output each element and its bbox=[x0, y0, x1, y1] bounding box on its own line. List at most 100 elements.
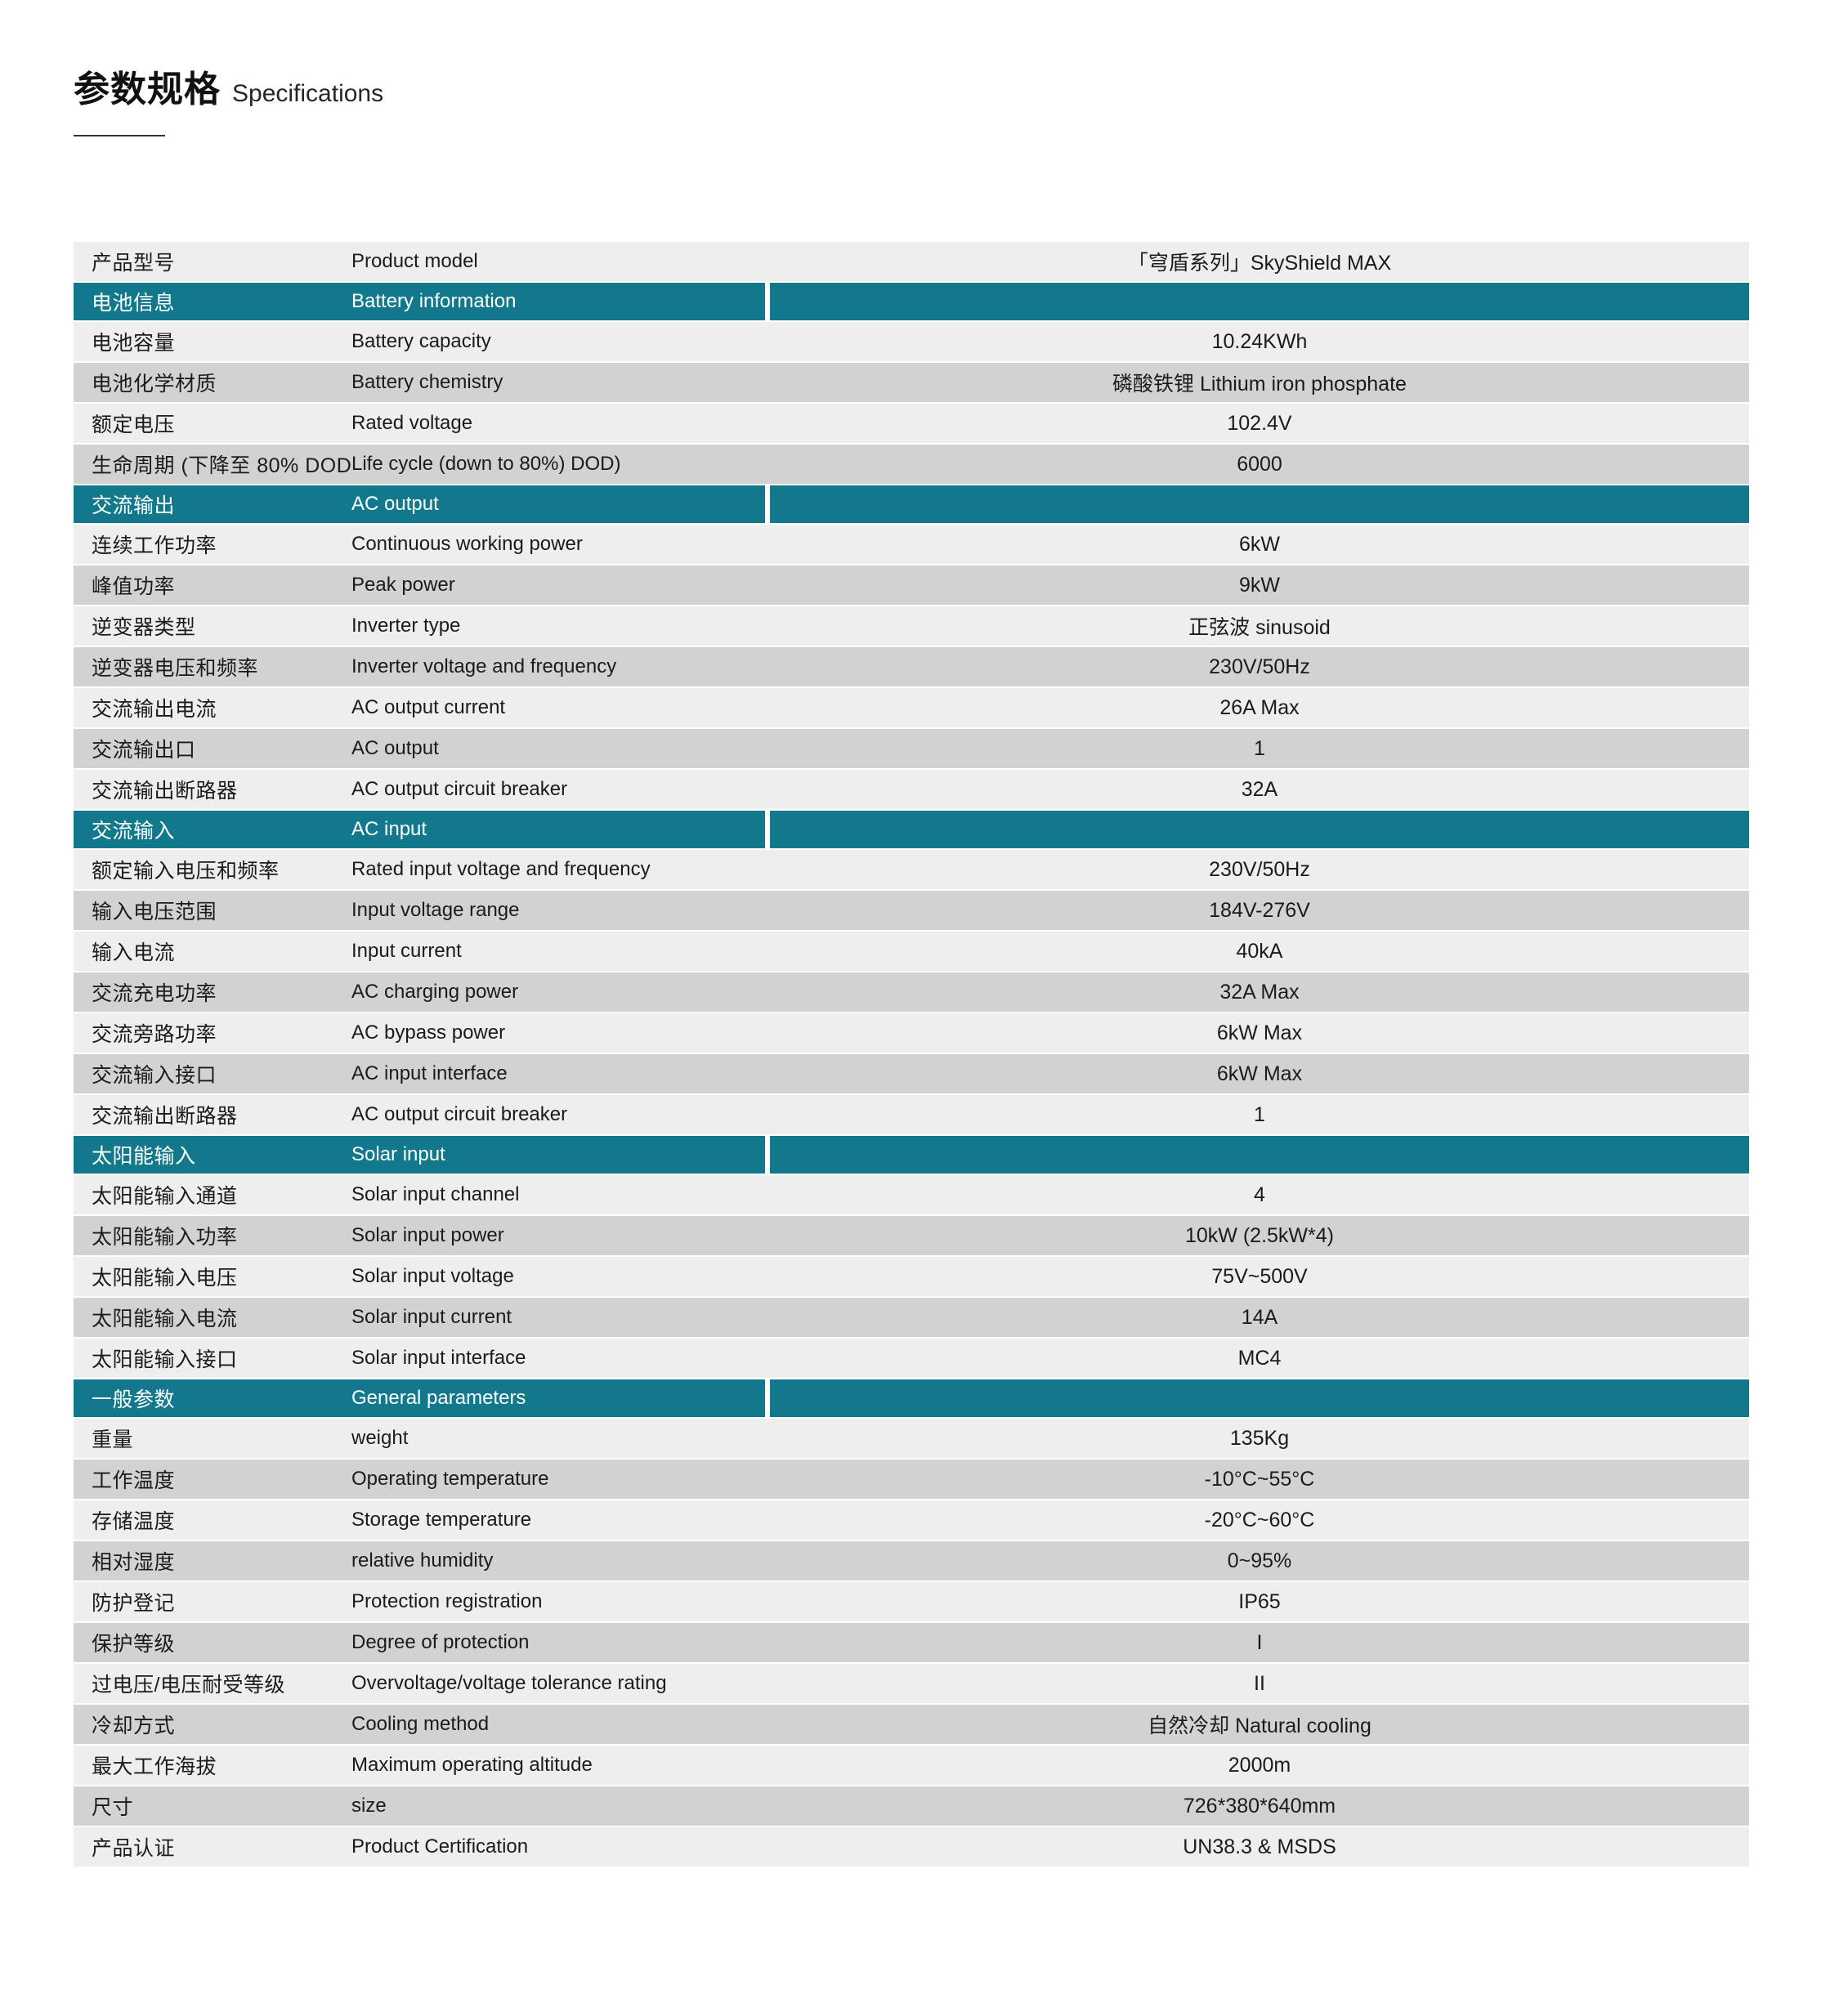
table-row: 生命周期 (下降至 80% DOD) Life cycle (down to 80… bbox=[74, 445, 1749, 484]
spec-value: 75V~500V bbox=[770, 1257, 1749, 1296]
spec-value: 230V/50Hz bbox=[770, 850, 1749, 889]
table-section-header: 太阳能输入 Solar input bbox=[74, 1136, 1749, 1174]
table-row: 过电压/电压耐受等级 Overvoltage/voltage tolerance … bbox=[74, 1664, 1749, 1703]
spec-label-cn: 防护登记 bbox=[92, 1592, 176, 1615]
spec-label-en: AC bypass power bbox=[351, 1022, 506, 1044]
table-row: 产品型号 Product model 「穹盾系列」SkyShield MAX bbox=[74, 242, 1749, 281]
table-row: 太阳能输入通道 Solar input channel 4 bbox=[74, 1175, 1749, 1214]
spec-label-cn: 交流输入接口 bbox=[92, 1064, 217, 1087]
table-section-header: 一般参数 General parameters bbox=[74, 1379, 1749, 1417]
spec-label-cn: 峰值功率 bbox=[92, 575, 176, 598]
title-underline-rule bbox=[74, 135, 165, 136]
spec-label-cn: 生命周期 (下降至 80% DOD) bbox=[92, 454, 351, 477]
spec-label-en: Cooling method bbox=[351, 1713, 490, 1735]
table-row: 太阳能输入电流 Solar input current 14A bbox=[74, 1298, 1749, 1337]
spec-label-cn: 重量 bbox=[92, 1428, 134, 1451]
spec-label-cn: 额定电压 bbox=[92, 414, 176, 436]
table-row: 逆变器类型 Inverter type 正弦波 sinusoid bbox=[74, 606, 1749, 646]
spec-value: 184V-276V bbox=[770, 891, 1749, 930]
table-row: 连续工作功率 Continuous working power 6kW bbox=[74, 525, 1749, 564]
spec-label-cn: 交流输出电流 bbox=[92, 698, 217, 721]
section-header-band: 太阳能输入 Solar input bbox=[74, 1136, 765, 1174]
spec-label-en: Battery chemistry bbox=[351, 371, 503, 393]
spec-value: 磷酸铁锂 Lithium iron phosphate bbox=[770, 363, 1749, 402]
table-row: 重量 weight 135Kg bbox=[74, 1419, 1749, 1458]
spec-label-en: Continuous working power bbox=[351, 533, 583, 555]
spec-label-en: Overvoltage/voltage tolerance rating bbox=[351, 1672, 667, 1694]
spec-value: 135Kg bbox=[770, 1419, 1749, 1458]
spec-value: 0~95% bbox=[770, 1541, 1749, 1580]
page-header: 参数规格 Specifications bbox=[0, 0, 1848, 136]
spec-label-en: Solar input current bbox=[351, 1306, 512, 1328]
spec-label-en: AC output circuit breaker bbox=[351, 1103, 568, 1125]
spec-value: MC4 bbox=[770, 1339, 1749, 1378]
spec-label-cn: 过电压/电压耐受等级 bbox=[92, 1674, 285, 1697]
table-row: 工作温度 Operating temperature -10°C~55°C bbox=[74, 1460, 1749, 1499]
page-title: 参数规格 Specifications bbox=[74, 72, 1848, 108]
table-section-header: 交流输出 AC output bbox=[74, 485, 1749, 523]
spec-label-cn: 保护等级 bbox=[92, 1633, 176, 1656]
spec-label-en: Storage temperature bbox=[351, 1509, 532, 1531]
table-row: 交流旁路功率 AC bypass power 6kW Max bbox=[74, 1013, 1749, 1053]
spec-label-cn: 太阳能输入电流 bbox=[92, 1308, 238, 1330]
spec-value: 6kW Max bbox=[770, 1013, 1749, 1053]
table-row: 冷却方式 Cooling method 自然冷却 Natural cooling bbox=[74, 1705, 1749, 1744]
table-row: 产品认证 Product Certification UN38.3 & MSDS bbox=[74, 1827, 1749, 1867]
section-label-cn: 交流输出 bbox=[92, 494, 176, 517]
page-title-cn: 参数规格 bbox=[74, 69, 221, 110]
spec-value: 14A bbox=[770, 1298, 1749, 1337]
table-row: 交流输出断路器 AC output circuit breaker 1 bbox=[74, 1095, 1749, 1134]
table-row: 交流输出断路器 AC output circuit breaker 32A bbox=[74, 770, 1749, 809]
spec-value: IP65 bbox=[770, 1582, 1749, 1621]
spec-value: 1 bbox=[770, 1095, 1749, 1134]
spec-label-cn: 太阳能输入接口 bbox=[92, 1348, 238, 1371]
spec-label-cn: 产品型号 bbox=[92, 252, 176, 275]
spec-value: 32A Max bbox=[770, 972, 1749, 1012]
table-row: 峰值功率 Peak power 9kW bbox=[74, 566, 1749, 605]
table-row: 交流输出口 AC output 1 bbox=[74, 729, 1749, 768]
spec-value: -10°C~55°C bbox=[770, 1460, 1749, 1499]
section-label-cn: 交流输入 bbox=[92, 820, 176, 843]
spec-value: 6kW bbox=[770, 525, 1749, 564]
spec-label-cn: 交流输出口 bbox=[92, 739, 196, 762]
spec-value: UN38.3 & MSDS bbox=[770, 1827, 1749, 1867]
spec-label-cn: 太阳能输入通道 bbox=[92, 1185, 238, 1208]
table-row: 太阳能输入电压 Solar input voltage 75V~500V bbox=[74, 1257, 1749, 1296]
spec-label-en: Battery capacity bbox=[351, 330, 491, 352]
spec-label-en: Input current bbox=[351, 940, 462, 962]
spec-label-cn: 存储温度 bbox=[92, 1510, 176, 1533]
spec-label-en: Solar input channel bbox=[351, 1183, 520, 1205]
spec-value: 40kA bbox=[770, 932, 1749, 971]
spec-label-cn: 交流输出断路器 bbox=[92, 1105, 238, 1128]
table-row: 交流输入接口 AC input interface 6kW Max bbox=[74, 1054, 1749, 1093]
spec-value: 「穹盾系列」SkyShield MAX bbox=[770, 242, 1749, 281]
spec-label-en: AC charging power bbox=[351, 981, 519, 1003]
section-header-band: 电池信息 Battery information bbox=[74, 283, 765, 320]
spec-value: 26A Max bbox=[770, 688, 1749, 727]
spec-value: 4 bbox=[770, 1175, 1749, 1214]
table-row: 电池容量 Battery capacity 10.24KWh bbox=[74, 322, 1749, 361]
spec-label-en: relative humidity bbox=[351, 1549, 494, 1572]
spec-label-en: Product model bbox=[351, 250, 478, 272]
spec-label-cn: 最大工作海拔 bbox=[92, 1755, 217, 1778]
section-label-en: Solar input bbox=[351, 1143, 445, 1165]
table-row: 保护等级 Degree of protection I bbox=[74, 1623, 1749, 1662]
section-header-band-value bbox=[770, 811, 1749, 848]
section-header-band: 一般参数 General parameters bbox=[74, 1379, 765, 1417]
spec-label-en: AC output bbox=[351, 737, 439, 759]
spec-value: 2000m bbox=[770, 1746, 1749, 1785]
spec-label-cn: 交流输出断路器 bbox=[92, 780, 238, 803]
spec-label-en: Inverter voltage and frequency bbox=[351, 655, 617, 677]
table-row: 额定电压 Rated voltage 102.4V bbox=[74, 404, 1749, 443]
spec-label-en: AC input interface bbox=[351, 1062, 508, 1084]
spec-label-en: Solar input interface bbox=[351, 1347, 526, 1369]
spec-value: 正弦波 sinusoid bbox=[770, 606, 1749, 646]
spec-value: -20°C~60°C bbox=[770, 1500, 1749, 1540]
table-row: 太阳能输入功率 Solar input power 10kW (2.5kW*4) bbox=[74, 1216, 1749, 1255]
spec-value: 1 bbox=[770, 729, 1749, 768]
spec-value: 自然冷却 Natural cooling bbox=[770, 1705, 1749, 1744]
spec-value: 230V/50Hz bbox=[770, 647, 1749, 686]
section-header-band-value bbox=[770, 1379, 1749, 1417]
table-row: 最大工作海拔 Maximum operating altitude 2000m bbox=[74, 1746, 1749, 1785]
spec-value: 32A bbox=[770, 770, 1749, 809]
